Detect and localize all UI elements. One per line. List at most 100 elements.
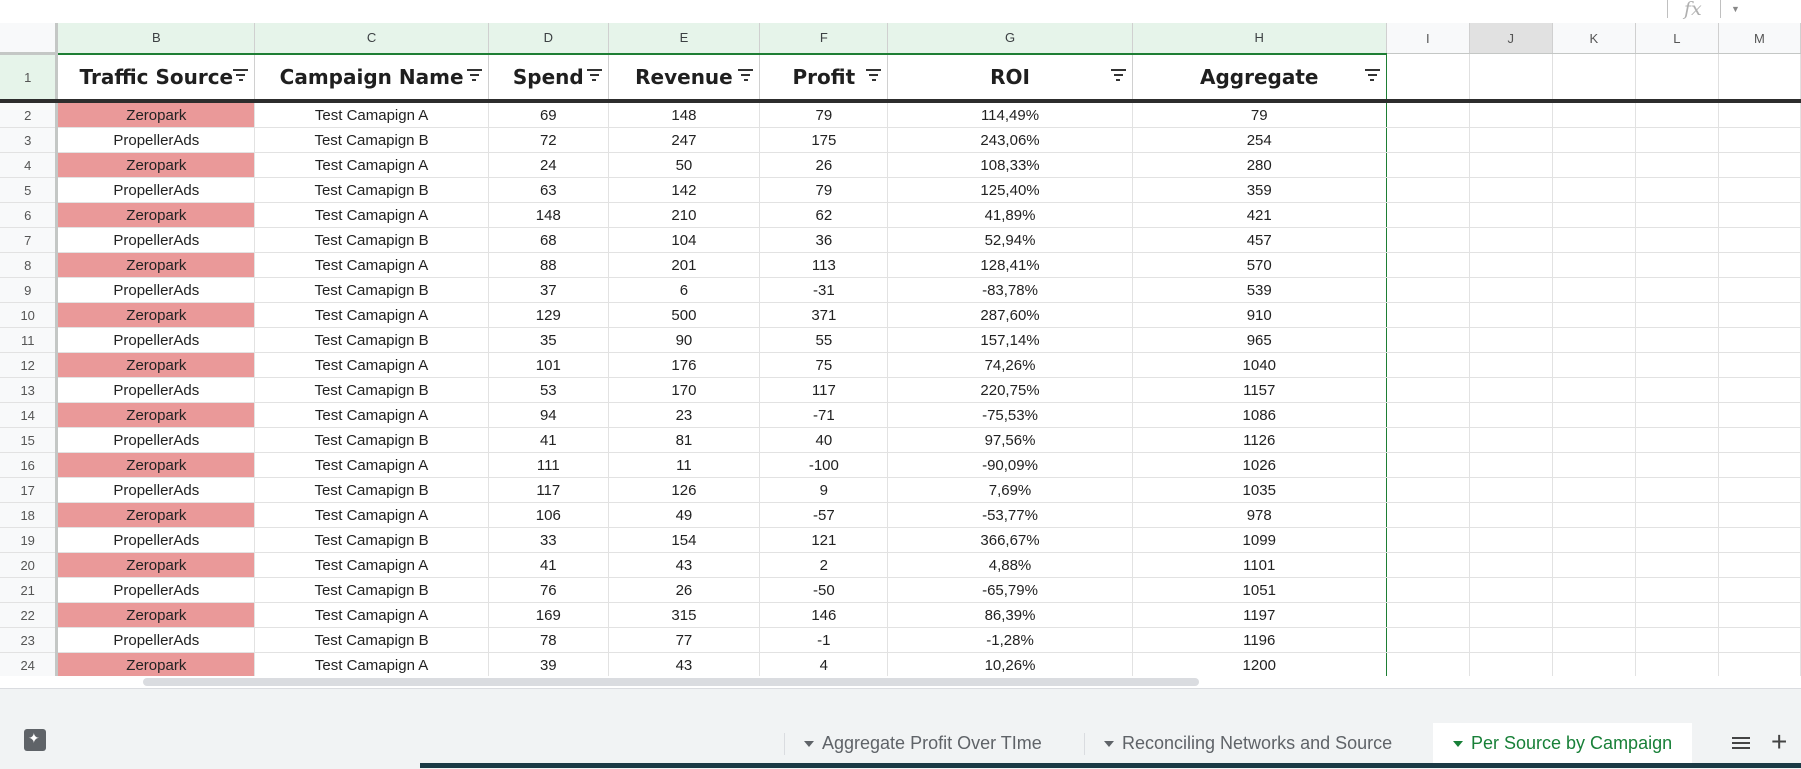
cell[interactable]: 79 [1132,101,1387,128]
cell[interactable]: Test Camapign A [254,352,489,378]
cell[interactable]: 41 [488,427,609,453]
empty-cell[interactable] [1635,652,1719,678]
empty-cell[interactable] [1552,252,1636,278]
empty-cell[interactable] [1718,652,1801,678]
cell[interactable]: 157,14% [887,327,1133,353]
row-number[interactable]: 18 [0,502,59,528]
cell[interactable]: -1,28% [887,627,1133,653]
column-header-h[interactable]: H [1132,23,1387,54]
cell[interactable]: Zeropark [56,402,256,428]
cell[interactable]: 43 [608,552,761,578]
empty-cell[interactable] [1718,177,1801,203]
cell[interactable]: 247 [608,127,761,153]
empty-cell[interactable] [1552,502,1636,528]
empty-cell[interactable] [1469,602,1553,628]
row-number[interactable]: 13 [0,377,59,403]
row-number[interactable]: 19 [0,527,59,553]
cell[interactable]: Zeropark [56,552,256,578]
cell[interactable]: 94 [488,402,609,428]
cell[interactable]: 371 [759,302,889,328]
cell[interactable]: 117 [759,377,889,403]
empty-cell[interactable] [1469,652,1553,678]
cell[interactable]: 2 [759,552,889,578]
cell[interactable]: 68 [488,227,609,253]
cell[interactable]: 121 [759,527,889,553]
cell[interactable]: Test Camapign A [254,652,489,678]
cell[interactable]: Test Camapign B [254,377,489,403]
empty-cell[interactable] [1635,627,1719,653]
cell[interactable]: Zeropark [56,502,256,528]
empty-cell[interactable] [1635,327,1719,353]
cell[interactable]: -83,78% [887,277,1133,303]
empty-cell[interactable] [1718,277,1801,303]
cell[interactable]: 1200 [1132,652,1387,678]
horizontal-scrollbar[interactable] [0,676,1801,688]
cell[interactable]: 148 [608,101,761,128]
row-number[interactable]: 23 [0,627,59,653]
cell[interactable]: -75,53% [887,402,1133,428]
empty-cell[interactable] [1469,202,1553,228]
filter-icon[interactable] [738,68,754,81]
cell[interactable]: 1040 [1132,352,1387,378]
empty-cell[interactable] [1718,302,1801,328]
cell[interactable]: Test Camapign A [254,602,489,628]
cell[interactable]: 570 [1132,252,1387,278]
column-header-f[interactable]: F [759,23,889,54]
cell[interactable]: 142 [608,177,761,203]
empty-cell[interactable] [1469,477,1553,503]
filter-icon[interactable] [1364,68,1380,81]
row-number[interactable]: 3 [0,127,59,153]
empty-cell[interactable] [1469,377,1553,403]
empty-cell[interactable] [1552,101,1636,128]
column-header-b[interactable]: B [56,23,256,54]
cell[interactable]: 52,94% [887,227,1133,253]
explore-icon[interactable] [24,729,46,751]
empty-cell[interactable] [1552,302,1636,328]
cell[interactable]: 457 [1132,227,1387,253]
cell[interactable]: -57 [759,502,889,528]
empty-cell[interactable] [1469,527,1553,553]
cell[interactable]: Zeropark [56,352,256,378]
cell[interactable]: 75 [759,352,889,378]
empty-cell[interactable] [1386,577,1470,603]
header-cell-spend[interactable]: Spend [488,52,609,103]
header-cell-roi[interactable]: ROI [887,52,1133,103]
empty-cell[interactable] [1718,101,1801,128]
empty-cell[interactable] [1552,127,1636,153]
cell[interactable]: Test Camapign A [254,402,489,428]
empty-cell[interactable] [1635,452,1719,478]
cell[interactable]: Test Camapign B [254,577,489,603]
column-header-c[interactable]: C [254,23,489,54]
filter-icon[interactable] [1110,68,1126,81]
empty-cell[interactable] [1552,53,1636,103]
row-number[interactable]: 7 [0,227,59,253]
cell[interactable]: Test Camapign B [254,627,489,653]
row-number[interactable]: 21 [0,577,59,603]
cell[interactable]: PropellerAds [56,377,256,403]
column-header-i[interactable]: I [1386,23,1470,54]
cell[interactable]: 220,75% [887,377,1133,403]
empty-cell[interactable] [1552,452,1636,478]
empty-cell[interactable] [1469,177,1553,203]
cell[interactable]: 201 [608,252,761,278]
empty-cell[interactable] [1552,227,1636,253]
cell[interactable]: Test Camapign B [254,277,489,303]
cell[interactable]: 1126 [1132,427,1387,453]
empty-cell[interactable] [1718,377,1801,403]
empty-cell[interactable] [1635,227,1719,253]
cell[interactable]: 125,40% [887,177,1133,203]
cell[interactable]: 4,88% [887,552,1133,578]
cell[interactable]: PropellerAds [56,127,256,153]
empty-cell[interactable] [1635,352,1719,378]
empty-cell[interactable] [1718,502,1801,528]
empty-cell[interactable] [1386,127,1470,153]
empty-cell[interactable] [1386,452,1470,478]
empty-cell[interactable] [1386,527,1470,553]
empty-cell[interactable] [1386,427,1470,453]
row-number[interactable]: 4 [0,152,59,178]
header-cell-traffic-source[interactable]: Traffic Source [56,52,256,103]
cell[interactable]: 81 [608,427,761,453]
cell[interactable]: Test Camapign B [254,177,489,203]
row-number[interactable]: 12 [0,352,59,378]
cell[interactable]: 280 [1132,152,1387,178]
